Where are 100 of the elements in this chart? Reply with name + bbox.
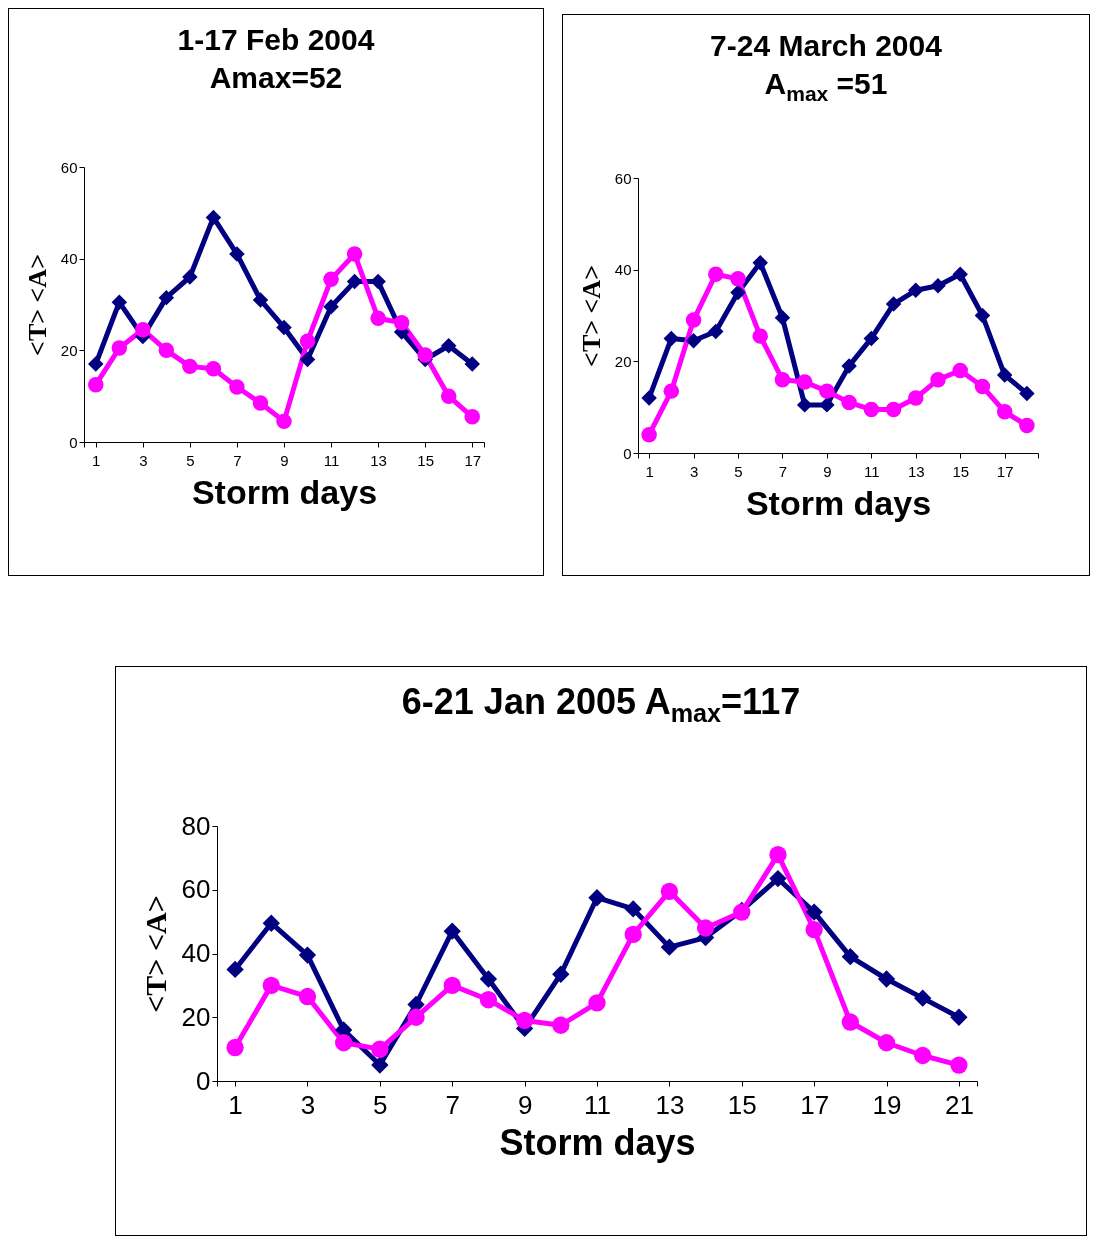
point: [299, 333, 316, 349]
x-tick-label: 13: [370, 451, 387, 469]
point: [252, 395, 269, 411]
y-tick-label: 20: [614, 352, 632, 370]
point: [552, 1016, 570, 1035]
point: [974, 378, 991, 395]
y-axis-title: <T> <A>: [138, 895, 172, 1013]
point: [930, 277, 946, 294]
point: [393, 315, 410, 331]
point: [819, 397, 835, 413]
x-tick-label: 13: [907, 462, 925, 480]
point: [1019, 417, 1035, 434]
point: [952, 362, 968, 379]
point: [88, 356, 104, 372]
point: [908, 282, 924, 299]
x-tick-label: 11: [864, 462, 880, 480]
point: [323, 271, 339, 288]
point: [407, 1008, 425, 1027]
chart-subtitle: A$_{max}$ =51: [763, 67, 889, 106]
point: [229, 246, 245, 262]
point: [950, 1008, 968, 1027]
point: [370, 310, 386, 326]
x-tick-label: 13: [655, 1089, 685, 1120]
y-tick-label: 40: [614, 261, 632, 279]
y-tick-label: 0: [196, 1065, 211, 1096]
x-tick-label: 17: [996, 462, 1014, 480]
point: [205, 209, 222, 226]
point: [769, 870, 787, 888]
point: [371, 1056, 389, 1074]
point: [841, 394, 857, 411]
point: [996, 404, 1013, 420]
point: [88, 376, 104, 393]
point: [914, 989, 932, 1007]
y-axis-title: <T> <A>: [22, 254, 52, 356]
x-tick-label: 3: [300, 1089, 316, 1120]
y-tick-label: 60: [614, 169, 632, 187]
point: [708, 323, 724, 340]
point: [805, 921, 823, 939]
point: [443, 922, 461, 941]
x-tick-label: 15: [417, 451, 435, 469]
x-tick-label: 21: [944, 1089, 974, 1120]
x-tick-label: 7: [778, 462, 788, 480]
point: [996, 367, 1013, 383]
point: [660, 938, 679, 956]
point: [885, 401, 902, 418]
x-axis-title: Storm days: [191, 472, 378, 511]
point: [298, 988, 317, 1006]
y-tick-label: 60: [181, 874, 211, 905]
point: [641, 426, 657, 443]
point: [841, 1013, 859, 1031]
point: [417, 347, 433, 363]
point: [440, 338, 457, 354]
point: [863, 330, 880, 347]
point: [708, 266, 724, 282]
x-tick-label: 5: [186, 451, 195, 469]
point: [774, 310, 791, 326]
y-tick-label: 0: [623, 444, 632, 462]
point: [769, 846, 787, 864]
y-tick-label: 0: [69, 433, 78, 451]
x-tick-label: 15: [727, 1089, 757, 1120]
point: [205, 360, 222, 377]
point: [877, 970, 896, 988]
x-tick-label: 5: [734, 462, 743, 480]
point: [464, 356, 480, 372]
point: [696, 919, 715, 937]
x-tick-label: 17: [464, 451, 482, 469]
point: [641, 390, 657, 406]
point: [863, 401, 880, 418]
point: [515, 1011, 534, 1030]
y-tick-label: 60: [60, 158, 78, 176]
y-tick-label: 80: [181, 810, 211, 841]
point: [276, 413, 292, 430]
point: [752, 328, 768, 344]
x-tick-label: 9: [517, 1089, 533, 1120]
x-tick-label: 11: [323, 451, 340, 469]
point: [346, 246, 363, 262]
point: [974, 307, 991, 324]
x-tick-label: 9: [280, 451, 289, 469]
x-tick-label: 7: [233, 451, 242, 469]
point: [182, 269, 198, 285]
point: [685, 312, 702, 328]
x-tick-label: 1: [228, 1089, 243, 1120]
point: [335, 1034, 353, 1052]
x-tick-label: 7: [445, 1089, 460, 1120]
point: [730, 284, 746, 301]
point: [930, 371, 946, 388]
point: [464, 409, 480, 425]
point: [885, 296, 902, 312]
chart-title: 7-24 March 2004: [709, 29, 943, 63]
x-tick-label: 1: [92, 451, 101, 469]
point: [663, 330, 680, 347]
point: [950, 1056, 968, 1074]
y-tick-label: 40: [60, 250, 78, 268]
point: [796, 397, 813, 413]
point: [226, 960, 244, 979]
point: [252, 292, 269, 308]
point: [135, 321, 151, 338]
point: [262, 914, 280, 933]
point: [588, 889, 606, 907]
point: [111, 294, 128, 310]
